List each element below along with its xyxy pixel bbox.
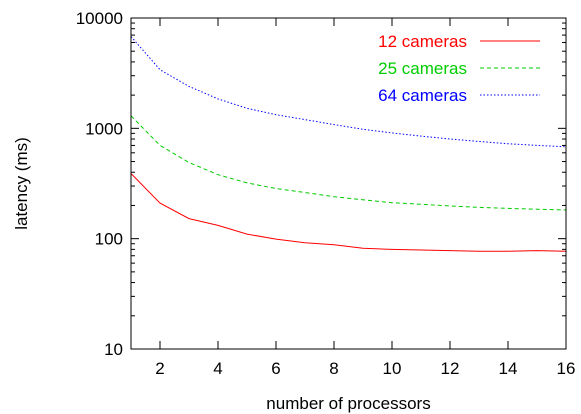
x-tick-label: 8: [329, 359, 338, 378]
plot-frame: [130, 17, 567, 350]
x-tick-label: 12: [441, 359, 460, 378]
y-tick-label: 100: [95, 230, 123, 249]
y-tick-label: 10: [104, 340, 123, 359]
series-line-1: [130, 173, 567, 252]
legend-label: 12 cameras: [378, 32, 467, 51]
chart-series: [130, 36, 567, 252]
x-tick-label: 4: [213, 359, 222, 378]
x-tick-label: 2: [155, 359, 164, 378]
y-tick-label: 1000: [85, 119, 123, 138]
x-tick-label: 14: [499, 359, 518, 378]
chart-legend: 12 cameras 25 cameras 64 cameras: [378, 32, 540, 105]
legend-label: 64 cameras: [378, 86, 467, 105]
legend-label: 25 cameras: [378, 59, 467, 78]
x-tick-label: 6: [271, 359, 280, 378]
axis-ticks: 2 4 6 8 10 12 14 16 10 100 1000 10000: [76, 9, 576, 378]
x-axis-label: number of processors: [266, 394, 430, 413]
x-tick-label: 10: [383, 359, 402, 378]
x-tick-label: 16: [557, 359, 576, 378]
series-line-2: [130, 115, 567, 211]
y-axis-label: latency (ms): [12, 137, 31, 230]
series-line-3: [130, 36, 567, 148]
y-tick-label: 10000: [76, 9, 123, 28]
